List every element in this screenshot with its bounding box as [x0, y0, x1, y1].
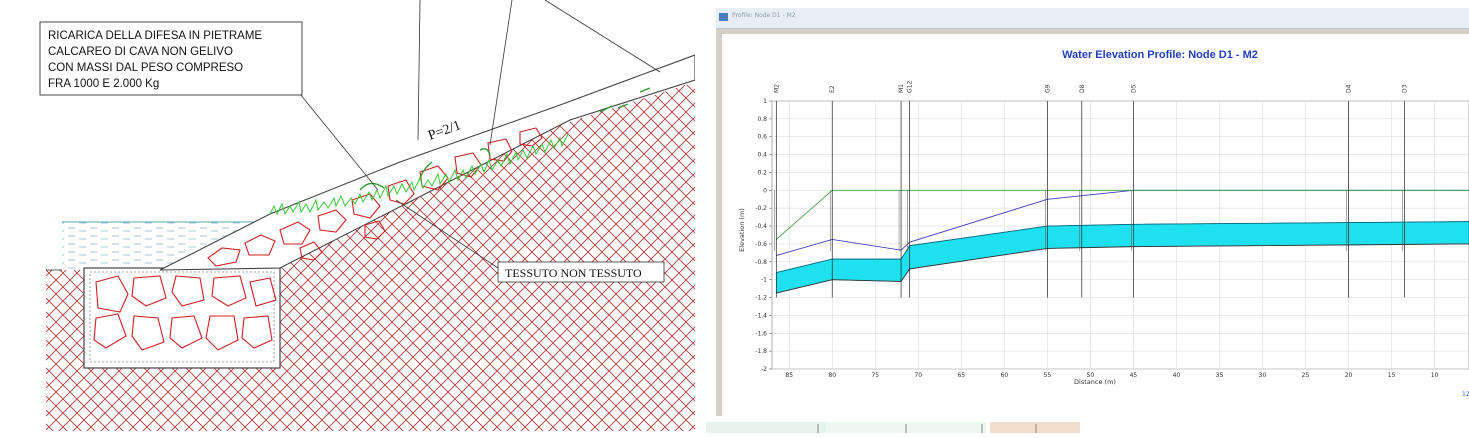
y-tick-label-0: 1	[763, 98, 767, 105]
grass-fringe	[269, 133, 569, 216]
y-tick-label-13: -1.6	[755, 330, 767, 337]
window-titlebar: Profile: Node D1 - M2	[716, 8, 1469, 29]
x-tick-label-7: 50	[1087, 372, 1095, 379]
fabric-label: TESSUTO NON TESSUTO	[505, 266, 642, 280]
y-tick-label-1: 0.8	[757, 116, 767, 123]
x-tick-label-1: 80	[828, 372, 836, 379]
trench-rocks	[93, 275, 277, 351]
note-line-1: RICARICA DELLA DIFESA IN PIETRAME	[48, 30, 262, 42]
y-tick-label-4: 0.2	[757, 169, 767, 176]
y-tick-label-11: -1.2	[755, 295, 767, 302]
bottom-strip-svg	[706, 422, 1080, 433]
x-tick-label-5: 60	[1001, 372, 1009, 379]
chart-area: Water Elevation Profile: Node D1 - M2 El…	[722, 34, 1469, 416]
node-label-3: G12	[907, 81, 914, 93]
bottom-partial-window	[706, 420, 1080, 433]
node-label-2: M1	[898, 84, 905, 93]
green-markings	[359, 87, 651, 191]
x-tick-label-13: 20	[1345, 372, 1353, 379]
node-label-1: E2	[829, 85, 836, 93]
y-tick-label-14: -1.8	[755, 348, 767, 355]
y-tick-label-2: 0.6	[757, 134, 767, 141]
node-label-4: G9	[1044, 84, 1051, 93]
slope-label: P=2/1	[426, 118, 463, 144]
node-label-0: M2	[773, 84, 780, 93]
y-tick-label-15: -2	[761, 366, 767, 373]
node-label-5: D8	[1079, 84, 1086, 93]
node-label-8: D3	[1401, 84, 1408, 93]
corner-mark: 12	[1462, 391, 1469, 398]
y-tick-label-12: -1.4	[755, 312, 767, 319]
plot-layer: 85 80 75 70 65 60 55 50 45 40 35 30 25 20 15 10 1 0.8 0.6 0…	[755, 81, 1469, 379]
cross-section-drawing: RICARICA DELLA DIFESA IN PIETRAME CALCAR…	[0, 0, 695, 431]
note-line-2: CALCAREO DI CAVA NON GELIVO	[48, 46, 233, 58]
note-line-3: CON MASSI DAL PESO COMPRESO	[48, 62, 243, 74]
x-tick-label-8: 45	[1130, 372, 1138, 379]
note-line-4: FRA 1000 E 2.000 Kg	[48, 78, 159, 90]
y-axis-label: Elevation (m)	[738, 208, 746, 252]
y-tick-label-6: -0.2	[755, 205, 767, 212]
x-tick-label-3: 70	[914, 372, 922, 379]
x-tick-label-12: 25	[1302, 372, 1310, 379]
cross-section-svg: RICARICA DELLA DIFESA IN PIETRAME CALCAR…	[39, 0, 695, 431]
elevation-profile-chart: Water Elevation Profile: Node D1 - M2 El…	[738, 49, 1469, 398]
x-tick-label-15: 10	[1431, 372, 1439, 379]
y-tick-label-10: -1	[761, 277, 767, 284]
x-tick-label-0: 85	[785, 372, 793, 379]
x-tick-label-4: 65	[957, 372, 965, 379]
y-tick-label-8: -0.6	[755, 241, 767, 248]
x-tick-label-6: 55	[1044, 372, 1052, 379]
fabric-label-box	[497, 261, 665, 283]
node-label-7: D4	[1346, 84, 1353, 93]
profile-window: Profile: Node D1 - M2 Water Elevation Pr…	[716, 8, 1469, 416]
y-tick-label-3: 0.4	[757, 152, 767, 159]
window-title: Profile: Node D1 - M2	[732, 12, 796, 19]
x-axis-label: Distance (m)	[1074, 378, 1116, 386]
x-tick-label-10: 35	[1216, 372, 1224, 379]
app-icon	[719, 13, 728, 21]
chart-title: Water Elevation Profile: Node D1 - M2	[1062, 49, 1258, 61]
y-tick-label-7: -0.4	[755, 223, 767, 230]
node-label-6: D5	[1130, 84, 1137, 93]
x-tick-label-11: 30	[1259, 372, 1267, 379]
revetment-layer	[159, 54, 695, 271]
y-tick-label-9: -0.8	[755, 259, 767, 266]
y-tick-label-5: 0	[763, 187, 767, 194]
material-note-box	[39, 21, 303, 96]
x-tick-label-14: 15	[1388, 372, 1396, 379]
x-tick-label-2: 75	[871, 372, 879, 379]
x-tick-label-9: 40	[1173, 372, 1181, 379]
